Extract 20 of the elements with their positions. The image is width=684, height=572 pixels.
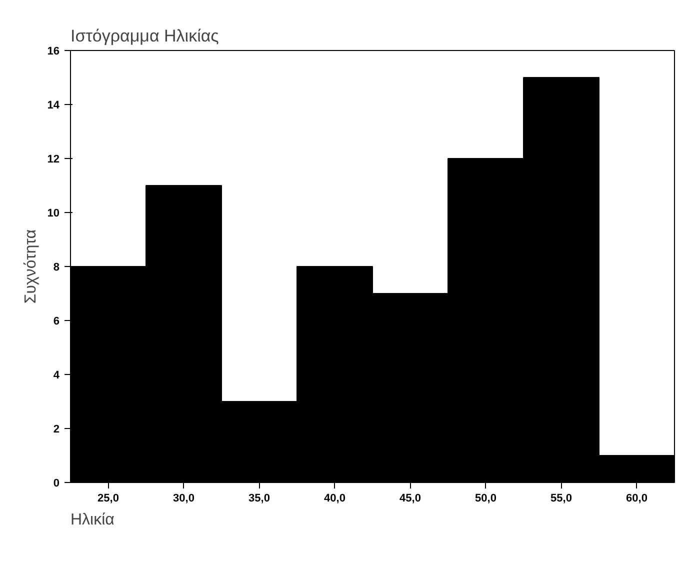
y-tick-label: 6 — [53, 316, 60, 328]
x-tick-label: 30,0 — [173, 492, 194, 504]
y-tick-label: 8 — [53, 262, 60, 274]
x-tick-label: 45,0 — [400, 492, 421, 504]
y-tick-label: 16 — [47, 46, 60, 58]
x-axis-title: Ηλικία — [70, 512, 114, 528]
x-tick-label: 25,0 — [98, 492, 119, 504]
y-tick-label: 10 — [47, 208, 60, 220]
x-tick-label: 60,0 — [626, 492, 648, 504]
y-axis-title: Συχνότητα — [22, 229, 40, 304]
y-tick-label: 0 — [53, 478, 60, 490]
y-tick-label: 12 — [47, 154, 60, 166]
y-tick-label: 4 — [53, 370, 60, 382]
chart-title: Ιστόγραμμα Ηλικίας — [70, 26, 219, 46]
x-tick-label: 50,0 — [475, 492, 496, 504]
x-tick-label: 40,0 — [324, 492, 346, 504]
y-tick-label: 14 — [47, 100, 60, 112]
x-tick-label: 35,0 — [248, 492, 270, 504]
y-tick-label: 2 — [53, 424, 60, 436]
x-tick-label: 55,0 — [550, 492, 572, 504]
